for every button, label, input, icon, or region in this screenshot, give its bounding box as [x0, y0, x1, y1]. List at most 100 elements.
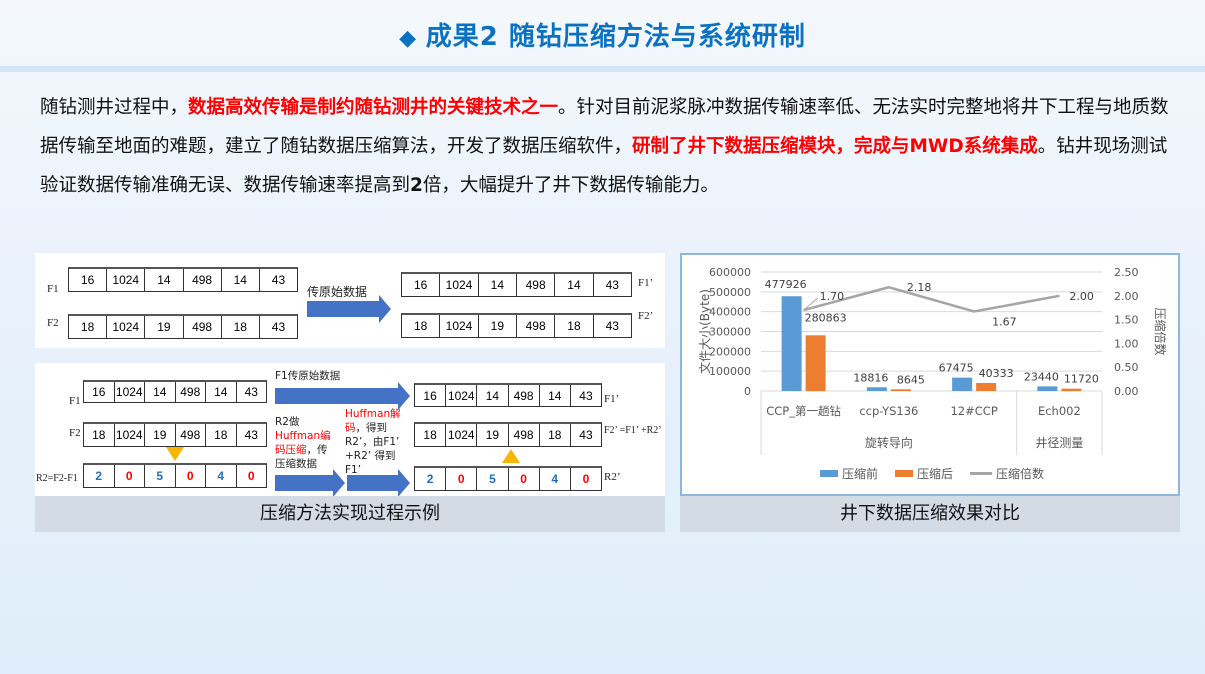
bar-压缩前 [1037, 386, 1058, 391]
data-cell: 4 [206, 465, 237, 487]
page-title-text: 成果2 随钻压缩方法与系统研制 [425, 22, 806, 52]
data-cell: 16 [402, 274, 441, 296]
y2-tick-label: 1.00 [1114, 337, 1139, 350]
data-cell: 498 [184, 316, 222, 338]
data-cell: 19 [479, 315, 517, 337]
data-cell: 18 [540, 424, 571, 446]
data-cell: 0 [446, 468, 478, 490]
x-tick-label: Ech002 [1038, 404, 1081, 418]
down-arrow-icon [166, 447, 184, 461]
data-cell: 43 [271, 320, 286, 334]
y-tick-label: 200000 [709, 345, 751, 358]
data-cell: 498 [509, 385, 540, 406]
data-cell: 1024 [115, 424, 145, 446]
data-row: 18 1024 19 498 18 43 [83, 422, 267, 447]
y-tick-label: 100000 [709, 365, 751, 378]
data-cell: 2 [84, 465, 115, 487]
label-f1: F1 [69, 395, 81, 407]
data-cell: 14 [540, 385, 571, 406]
chart-svg: 0 100000 200000 300000 400000 500000 600000 0.0… [697, 266, 1168, 481]
diagram-original-transfer: 16 1024 14 498 14 43 18 1024 19 498 18 43 16 1024 14 49… [35, 253, 665, 348]
legend-label: 压缩前 [842, 466, 878, 481]
data-label: 280863 [805, 311, 847, 324]
data-cell: 498 [176, 382, 206, 402]
data-row: 16 1024 14 498 14 43 [414, 383, 602, 407]
data-row: 18 1024 19 498 18 43 [401, 313, 632, 338]
paragraph-segment: 。针对目前泥浆脉冲数据传输速率低、无法实时完整地将井下工程与地质数据传输至地面的… [40, 97, 1169, 157]
data-row: 16 1024 14 498 14 43 [83, 380, 267, 403]
data-cell: 0 [582, 472, 590, 486]
summary-paragraph: 随钻测井过程中，数据高效传输是制约随钻测井的关键技术之一。针对目前泥浆脉冲数据传… [40, 88, 1180, 205]
y-tick-label: 500000 [709, 286, 751, 299]
data-cell: 43 [244, 385, 258, 399]
data-cell: 2 [415, 468, 447, 490]
diamond-icon: ◆ [399, 26, 426, 51]
data-cell: 498 [184, 269, 222, 291]
bar-压缩前 [781, 296, 802, 391]
bar-压缩后 [1061, 388, 1082, 391]
x-tick-label: ccp-YS136 [859, 404, 918, 418]
data-cell: 1024 [440, 274, 479, 296]
data-cell: 43 [579, 428, 593, 442]
arrow1-label: F1传原始数据 [275, 370, 341, 382]
data-label: 8645 [897, 373, 925, 386]
data-cell: 16 [69, 269, 108, 291]
note-text: ，传压缩数据 [275, 444, 328, 470]
data-cell: 498 [517, 315, 556, 337]
bar-压缩后 [890, 389, 911, 391]
diagram-compression-process: 16 1024 14 498 14 43 18 1024 19 498 18 43 2 0 5 0 4 0 16 10… [35, 363, 665, 497]
page-title: ◆ 成果2 随钻压缩方法与系统研制 [0, 16, 1205, 53]
leader-line [803, 297, 818, 311]
data-label: 18816 [853, 371, 888, 384]
note-text: 编码压缩 [275, 430, 331, 456]
title-divider [0, 66, 1205, 72]
x-tick-label: 12#CCP [950, 404, 997, 418]
up-arrow-icon [502, 449, 520, 463]
legend-swatch [895, 470, 913, 477]
line-压缩倍数 [803, 285, 1060, 313]
bar-压缩后 [976, 383, 997, 391]
data-cell: 1024 [115, 382, 145, 402]
data-cell: 18 [206, 424, 237, 446]
data-label: 11720 [1064, 373, 1099, 386]
label-f2-prime: F2’ =F1’ +R2’ [604, 425, 662, 436]
data-row: 16 1024 14 498 14 43 [68, 267, 298, 292]
paragraph-segment: 随钻测井过程中， [40, 97, 189, 118]
note-text: ，得到R2’，由F1’ +R2’ 得到F1’ [345, 422, 400, 476]
data-cell: 5 [477, 468, 509, 490]
label-f1-prime: F1’ [638, 277, 654, 289]
data-label: 23440 [1024, 370, 1059, 383]
data-cell: 14 [145, 382, 176, 402]
bar-压缩前 [866, 387, 887, 391]
data-cell: 1024 [446, 424, 478, 446]
arrow-icon [347, 469, 410, 497]
data-cell: 18 [555, 315, 594, 337]
paragraph-segment: 2 [410, 175, 423, 196]
label-r2-prime: R2’ [604, 471, 621, 483]
data-label: 477926 [765, 278, 807, 291]
label-f2-prime: F2’ [638, 310, 654, 322]
data-cell: 1024 [107, 269, 146, 291]
data-cell: 19 [477, 424, 509, 446]
arrow-icon [307, 295, 391, 323]
line-data-label: 2.00 [1069, 290, 1094, 303]
y-tick-label: 600000 [709, 266, 751, 279]
data-cell: 16 [415, 385, 447, 406]
y-tick-label: 300000 [709, 326, 751, 339]
arrow-icon [275, 382, 410, 410]
data-cell: 0 [509, 468, 540, 490]
y2-tick-label: 0.50 [1114, 361, 1139, 374]
y2-tick-label: 0.00 [1114, 385, 1139, 398]
label-f2: F2 [69, 427, 81, 439]
data-cell: 18 [84, 424, 115, 446]
bar-压缩前 [952, 377, 973, 391]
bar-压缩后 [805, 335, 826, 391]
group-label: 井径测量 [1035, 436, 1083, 450]
data-cell: 498 [517, 274, 556, 296]
data-cell: 43 [579, 388, 593, 403]
paragraph-segment: 数据高效传输是制约随钻测井的关键技术之一 [188, 97, 559, 118]
data-cell: 18 [222, 316, 260, 338]
note-text: Huffman解码 [345, 408, 401, 434]
data-cell: 0 [176, 465, 206, 487]
